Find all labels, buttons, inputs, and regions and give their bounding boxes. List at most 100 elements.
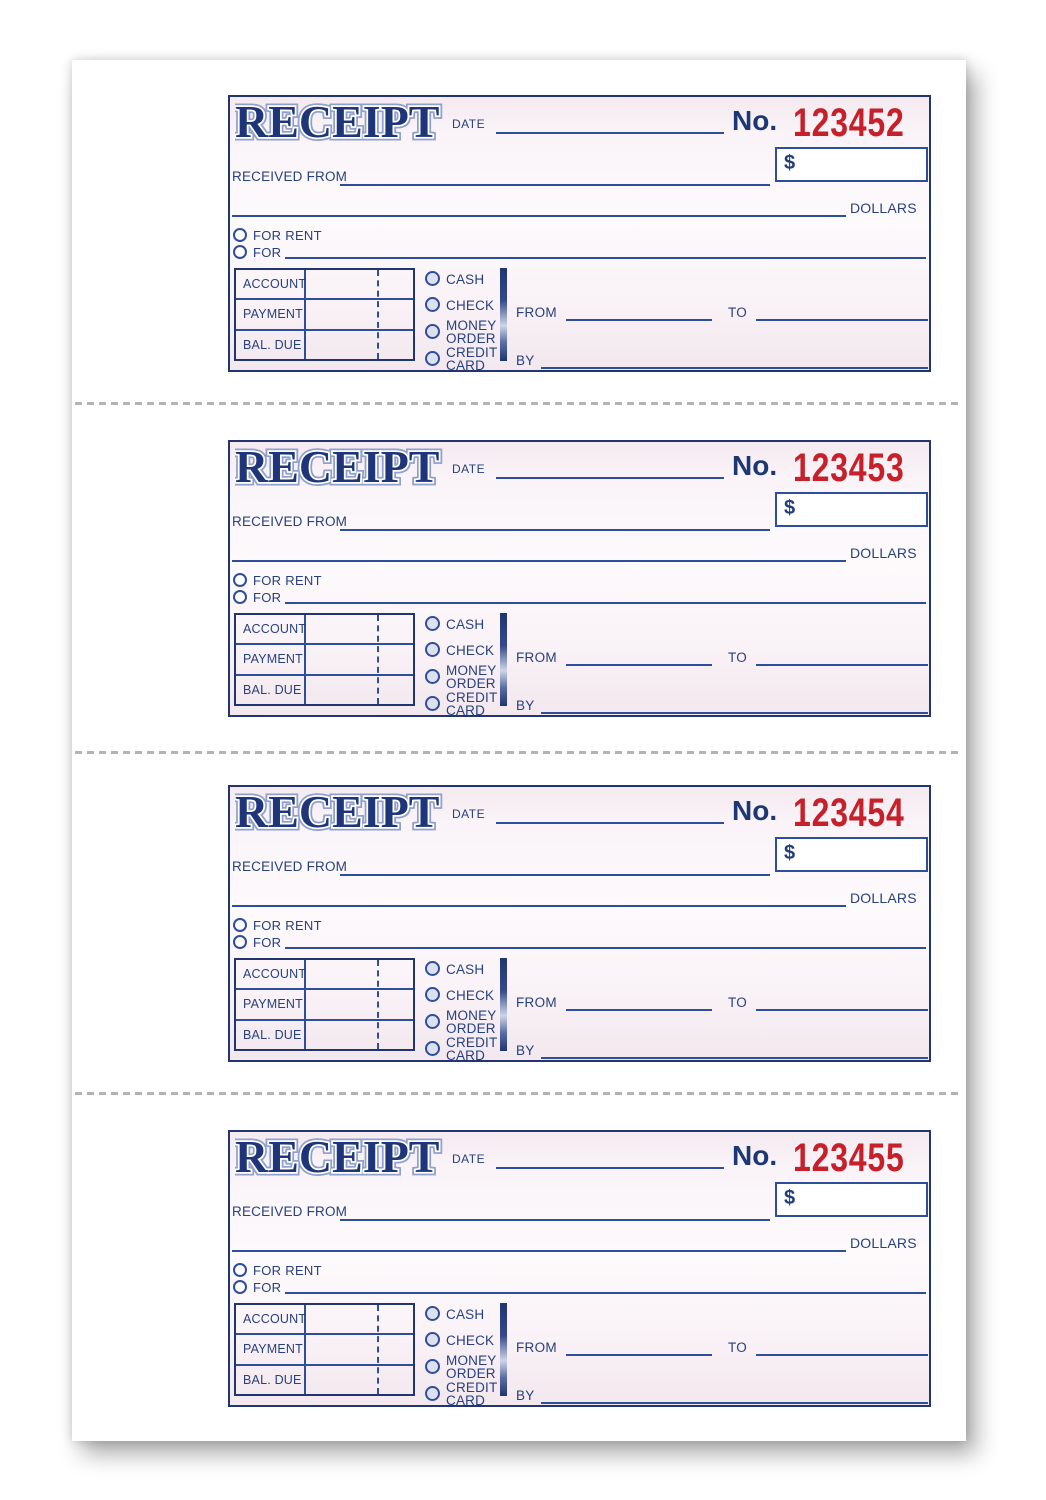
- to-field-line[interactable]: [756, 1354, 928, 1356]
- check-radio[interactable]: [425, 642, 440, 657]
- from-label: FROM: [516, 650, 557, 665]
- from-label: FROM: [516, 305, 557, 320]
- for-field-line[interactable]: [285, 602, 926, 604]
- by-label: BY: [516, 353, 535, 368]
- amount-table: ACCOUNT PAYMENT BAL. DUE: [234, 268, 415, 361]
- payment-value-cell[interactable]: [306, 1335, 413, 1363]
- by-field-line[interactable]: [541, 1402, 928, 1404]
- payment-value-cell[interactable]: [306, 990, 413, 1018]
- cash-radio[interactable]: [425, 616, 440, 631]
- for-radio[interactable]: [233, 590, 247, 604]
- from-field-line[interactable]: [566, 664, 712, 666]
- amount-box[interactable]: $: [775, 147, 928, 182]
- money-order-radio[interactable]: [425, 324, 440, 339]
- amount-words-field-line[interactable]: [232, 215, 846, 217]
- to-label: TO: [728, 995, 748, 1010]
- received-from-label: RECEIVED FROM: [232, 1204, 348, 1219]
- amount-words-field-line[interactable]: [232, 1250, 846, 1252]
- for-rent-radio[interactable]: [233, 918, 247, 932]
- bal-due-value-cell[interactable]: [306, 331, 413, 359]
- account-value-cell[interactable]: [306, 615, 413, 643]
- receipt-number: 123455: [793, 1136, 905, 1180]
- bal-due-value-cell[interactable]: [306, 676, 413, 704]
- bal-due-label: BAL. DUE: [236, 1365, 306, 1394]
- check-radio[interactable]: [425, 987, 440, 1002]
- account-label: ACCOUNT: [236, 615, 306, 644]
- payment-value-cell[interactable]: [306, 300, 413, 328]
- account-label: ACCOUNT: [236, 960, 306, 989]
- received-from-field-line[interactable]: [340, 184, 770, 186]
- credit-card-radio[interactable]: [425, 351, 440, 366]
- table-row-account: ACCOUNT: [236, 1305, 413, 1334]
- by-field-line[interactable]: [541, 1057, 928, 1059]
- for-field-line[interactable]: [285, 947, 926, 949]
- from-field-line[interactable]: [566, 1009, 712, 1011]
- bal-due-value-cell[interactable]: [306, 1021, 413, 1049]
- date-field-line[interactable]: [496, 1167, 724, 1169]
- account-label: ACCOUNT: [236, 270, 306, 299]
- account-value-cell[interactable]: [306, 270, 413, 298]
- table-row-bal-due: BAL. DUE: [236, 1018, 413, 1049]
- receipt-title-wordart: RECEIPT RECEIPT RECEIPT: [235, 99, 443, 147]
- credit-card-radio[interactable]: [425, 1041, 440, 1056]
- title-outline-inner: RECEIPT: [235, 444, 439, 492]
- received-from-field-line[interactable]: [340, 874, 770, 876]
- from-label: FROM: [516, 1340, 557, 1355]
- for-radio[interactable]: [233, 1280, 247, 1294]
- from-field-line[interactable]: [566, 319, 712, 321]
- perforation-line: [75, 402, 963, 405]
- for-rent-label: FOR RENT: [253, 918, 322, 933]
- from-field-line[interactable]: [566, 1354, 712, 1356]
- check-radio[interactable]: [425, 297, 440, 312]
- by-label: BY: [516, 1388, 535, 1403]
- for-field-line[interactable]: [285, 257, 926, 259]
- for-radio[interactable]: [233, 935, 247, 949]
- received-from-field-line[interactable]: [340, 529, 770, 531]
- check-radio[interactable]: [425, 1332, 440, 1347]
- for-field-line[interactable]: [285, 1292, 926, 1294]
- by-field-line[interactable]: [541, 712, 928, 714]
- amount-words-field-line[interactable]: [232, 560, 846, 562]
- table-row-account: ACCOUNT: [236, 615, 413, 644]
- cash-radio[interactable]: [425, 961, 440, 976]
- bal-due-label: BAL. DUE: [236, 675, 306, 704]
- cash-radio[interactable]: [425, 271, 440, 286]
- title-outline-outer: RECEIPT: [235, 1134, 439, 1182]
- amount-box[interactable]: $: [775, 492, 928, 527]
- credit-card-radio[interactable]: [425, 696, 440, 711]
- to-field-line[interactable]: [756, 319, 928, 321]
- cash-radio[interactable]: [425, 1306, 440, 1321]
- for-rent-radio[interactable]: [233, 573, 247, 587]
- receipt-no-label: No.: [732, 105, 778, 136]
- for-rent-radio[interactable]: [233, 1263, 247, 1277]
- to-label: TO: [728, 650, 748, 665]
- dollars-label: DOLLARS: [850, 545, 917, 561]
- account-value-cell[interactable]: [306, 960, 413, 988]
- amount-box[interactable]: $: [775, 837, 928, 872]
- bal-due-value-cell[interactable]: [306, 1366, 413, 1394]
- title-text: RECEIPT: [235, 99, 439, 147]
- for-radio[interactable]: [233, 245, 247, 259]
- amount-box[interactable]: $: [775, 1182, 928, 1217]
- date-field-line[interactable]: [496, 132, 724, 134]
- received-from-field-line[interactable]: [340, 1219, 770, 1221]
- receipt-number: 123452: [793, 101, 905, 145]
- amount-table: ACCOUNT PAYMENT BAL. DUE: [234, 958, 415, 1051]
- for-rent-label: FOR RENT: [253, 573, 322, 588]
- money-order-radio[interactable]: [425, 1359, 440, 1374]
- credit-card-radio[interactable]: [425, 1386, 440, 1401]
- date-field-line[interactable]: [496, 822, 724, 824]
- date-field-line[interactable]: [496, 477, 724, 479]
- by-field-line[interactable]: [541, 367, 928, 369]
- money-order-radio[interactable]: [425, 1014, 440, 1029]
- payment-value-cell[interactable]: [306, 645, 413, 673]
- to-field-line[interactable]: [756, 1009, 928, 1011]
- account-value-cell[interactable]: [306, 1305, 413, 1333]
- amount-words-field-line[interactable]: [232, 905, 846, 907]
- for-rent-radio[interactable]: [233, 228, 247, 242]
- for-rent-label: FOR RENT: [253, 228, 322, 243]
- money-order-radio[interactable]: [425, 669, 440, 684]
- receipt-title: RECEIPT RECEIPT RECEIPT: [235, 99, 465, 147]
- from-label: FROM: [516, 995, 557, 1010]
- to-field-line[interactable]: [756, 664, 928, 666]
